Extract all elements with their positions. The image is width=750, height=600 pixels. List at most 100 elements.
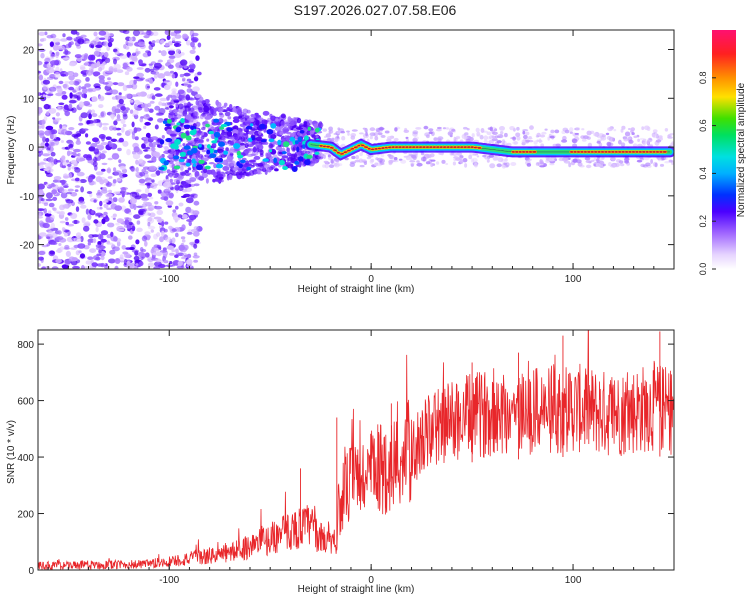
heatmap-cell [426, 153, 432, 157]
heatmap-cell [554, 158, 557, 162]
heatmap-cell [497, 157, 504, 163]
heatmap-cell [486, 131, 492, 136]
figure-title: S197.2026.027.07.58.E06 [293, 2, 457, 18]
heatmap-cell [152, 31, 159, 37]
heatmap-cell [61, 227, 66, 232]
heatmap-cell [168, 55, 176, 59]
heatmap-cell [106, 168, 111, 173]
heatmap-cell [195, 99, 200, 106]
heatmap-cell [85, 260, 93, 265]
heatmap-cell [156, 251, 162, 257]
heatmap-cell [193, 76, 199, 82]
heatmap-cell [151, 95, 156, 100]
heatmap-cell [44, 213, 52, 217]
heatmap-cell [153, 74, 158, 79]
heatmap-cell [166, 35, 171, 41]
heatmap-cell [126, 224, 131, 230]
heatmap-cell [74, 54, 82, 59]
heatmap-cell [169, 133, 177, 137]
heatmap-cell [42, 79, 51, 85]
heatmap-cell [74, 189, 79, 192]
heatmap-cell [548, 157, 555, 162]
heatmap-cell [197, 107, 203, 111]
heatmap-cell [624, 157, 630, 163]
snr-axes: -100 0 100 0 200 400 600 800 [17, 330, 675, 586]
heatmap-cell [164, 146, 169, 151]
heatmap-cell [95, 176, 103, 183]
heatmap-cell [194, 194, 198, 199]
heatmap-cell [176, 122, 181, 126]
heatmap-cell [73, 219, 78, 225]
heatmap-cell [426, 134, 430, 139]
heatmap-cell [386, 138, 392, 143]
heatmap-cell [45, 198, 53, 202]
heatmap-cell [179, 95, 185, 99]
heatmap-cell [111, 153, 120, 160]
heatmap-cell [99, 37, 106, 41]
heatmap-cell [126, 262, 134, 269]
heatmap-cell [138, 59, 143, 65]
heatmap-cell [527, 137, 533, 140]
heatmap-cell [325, 133, 331, 138]
heatmap-cell [118, 197, 125, 203]
colorbar-tick-label: 0.2 [698, 215, 708, 228]
heatmap-cell [586, 164, 592, 169]
heatmap-cell [194, 137, 201, 144]
heatmap-cell [141, 32, 149, 35]
heatmap-cell [139, 77, 145, 80]
heatmap-cell [577, 162, 583, 167]
heatmap-cell [64, 110, 70, 117]
heatmap-cell [118, 159, 122, 164]
heatmap-cell [240, 159, 246, 164]
heatmap-cell [186, 253, 192, 259]
heatmap-cell [80, 34, 87, 38]
heatmap-cell [72, 153, 80, 157]
heatmap-cell [113, 236, 118, 242]
heatmap-cell [193, 200, 200, 206]
heatmap-cell [315, 127, 320, 133]
heatmap-cell [512, 136, 516, 141]
heatmap-cell [95, 244, 102, 248]
heatmap-cell [129, 37, 133, 41]
heatmap-cell [412, 130, 419, 135]
heatmap-cell [211, 140, 218, 144]
heatmap-cell [116, 114, 121, 120]
heatmap-cell [641, 126, 645, 131]
heatmap-cell [599, 160, 605, 165]
heatmap-cell [69, 151, 73, 155]
heatmap-cell [73, 72, 79, 78]
heatmap-cell [173, 155, 180, 160]
heatmap-cell [42, 136, 47, 143]
heatmap-cell [374, 132, 378, 137]
heatmap-cell [113, 167, 117, 172]
heatmap-cell [114, 265, 119, 269]
heatmap-cell [213, 149, 218, 154]
heatmap-cell [174, 34, 182, 39]
heatmap-cell [266, 152, 272, 159]
heatmap-cell [455, 136, 461, 140]
heatmap-cell [121, 110, 129, 114]
heatmap-cell [380, 134, 386, 138]
heatmap-cell [136, 220, 141, 225]
heatmap-cell [103, 41, 109, 47]
heatmap-cell [242, 108, 249, 114]
heatmap-cell [113, 69, 117, 73]
heatmap-cell [55, 236, 64, 241]
heatmap-cell [91, 96, 98, 102]
heatmap-cell [80, 66, 86, 71]
heatmap-cell [92, 255, 100, 261]
heatmap-cell [98, 104, 104, 109]
heatmap-cell [70, 159, 77, 165]
heatmap-cell [110, 89, 119, 95]
heatmap-cell [667, 134, 670, 138]
heatmap-cell [173, 100, 179, 103]
heatmap-cell [65, 159, 70, 163]
heatmap-cell [390, 159, 396, 163]
heatmap-cell [136, 227, 143, 232]
heatmap-cell [627, 128, 631, 130]
heatmap-cell [630, 127, 635, 132]
heatmap-cell [101, 58, 105, 62]
heatmap-cell [87, 160, 94, 164]
